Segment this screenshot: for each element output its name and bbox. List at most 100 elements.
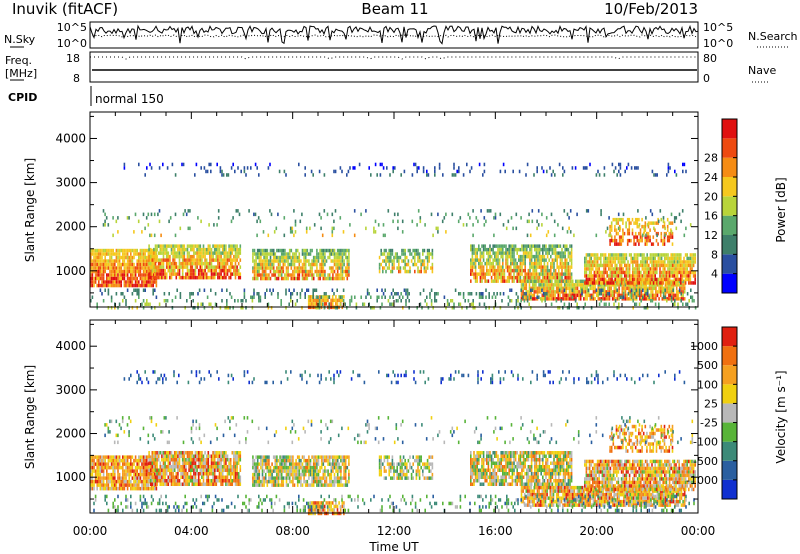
echo-cell <box>215 258 218 262</box>
echo-cell <box>651 253 653 257</box>
echo-cell <box>263 273 265 277</box>
echo-cell <box>513 279 515 283</box>
echo-cell <box>273 230 276 234</box>
echo-cell <box>664 267 666 271</box>
echo-cell <box>656 277 658 282</box>
echo-cell <box>331 233 334 238</box>
echo-cell <box>192 299 194 303</box>
echo-cell <box>284 252 286 256</box>
echo-cell <box>584 286 587 291</box>
echo-cell <box>112 269 114 274</box>
echo-cell <box>664 256 666 261</box>
echo-cell <box>223 251 226 255</box>
echo-cell <box>185 258 187 262</box>
echo-cell <box>138 476 140 480</box>
echo-cell <box>653 293 656 298</box>
echo-cell <box>139 283 142 288</box>
echo-cell <box>123 455 126 459</box>
echo-cell <box>481 268 483 273</box>
echo-cell <box>290 248 293 253</box>
echo-cell <box>558 244 560 248</box>
echo-cell <box>477 219 479 224</box>
echo-cell <box>153 458 155 462</box>
echo-cell <box>497 254 499 259</box>
echo-cell <box>186 451 189 455</box>
echo-cell <box>602 297 604 301</box>
echo-cell <box>126 462 129 466</box>
echo-cell <box>162 254 165 259</box>
echo-cell <box>270 306 273 310</box>
echo-cell <box>147 212 150 217</box>
echo-cell <box>451 173 454 177</box>
echo-cell <box>151 458 154 462</box>
echo-cell <box>130 276 132 281</box>
echo-cell <box>627 286 630 291</box>
echo-cell <box>170 251 173 255</box>
echo-cell <box>549 286 552 291</box>
echo-cell <box>660 231 663 236</box>
echo-cell <box>500 275 502 280</box>
echo-cell <box>503 275 506 280</box>
echo-cell <box>506 247 509 252</box>
echo-cell <box>612 253 615 257</box>
echo-cell <box>604 260 607 264</box>
echo-cell <box>255 273 257 277</box>
echo-cell <box>173 479 176 483</box>
echo-cell <box>603 297 606 301</box>
echo-cell <box>259 219 262 224</box>
echo-cell <box>233 268 235 273</box>
echo-cell <box>188 454 190 458</box>
echo-cell <box>91 465 94 470</box>
echo-cell <box>104 248 106 253</box>
echo-cell <box>431 269 434 274</box>
echo-cell <box>426 252 429 256</box>
echo-cell <box>152 472 154 477</box>
echo-cell <box>546 292 548 296</box>
echo-cell <box>110 273 113 277</box>
echo-cell <box>151 265 154 269</box>
echo-cell <box>272 288 274 292</box>
echo-cell <box>542 268 544 273</box>
echo-cell <box>474 254 477 259</box>
echo-cell <box>590 306 593 310</box>
echo-cell <box>98 259 100 263</box>
echo-cell <box>579 279 582 284</box>
echo-cell <box>690 295 692 299</box>
echo-cell <box>620 242 623 246</box>
echo-cell <box>117 458 119 463</box>
echo-cell <box>530 279 532 284</box>
echo-cell <box>551 272 554 276</box>
echo-cell <box>664 260 666 264</box>
echo-cell <box>175 479 178 483</box>
echo-cell <box>651 256 653 261</box>
echo-cell <box>157 261 160 266</box>
echo-cell <box>483 169 486 174</box>
echo-cell <box>583 290 585 294</box>
echo-cell <box>478 162 481 167</box>
echo-cell <box>114 486 116 491</box>
echo-cell <box>91 280 94 284</box>
echo-cell <box>239 272 242 276</box>
echo-cell <box>551 247 554 252</box>
echo-cell <box>253 292 255 296</box>
echo-cell <box>516 265 518 269</box>
echo-cell <box>614 256 616 261</box>
echo-cell <box>98 266 100 270</box>
echo-cell <box>120 273 122 277</box>
echo-cell <box>322 302 324 306</box>
echo-cell <box>671 293 673 298</box>
echo-cell <box>290 299 292 303</box>
echo-cell <box>150 276 153 281</box>
echo-cell <box>212 251 214 255</box>
echo-cell <box>131 462 134 466</box>
echo-cell <box>654 260 656 264</box>
echo-cell <box>93 252 95 256</box>
echo-cell <box>112 259 114 263</box>
echo-cell <box>619 277 621 282</box>
echo-cell <box>112 486 114 491</box>
echo-cell <box>524 254 526 259</box>
echo-cell <box>609 238 611 243</box>
echo-cell <box>307 302 310 306</box>
echo-cell <box>204 261 206 266</box>
echo-cell <box>641 267 644 271</box>
